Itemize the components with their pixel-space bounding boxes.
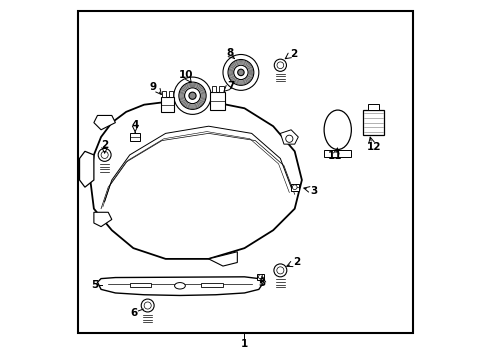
Circle shape: [179, 82, 206, 109]
Circle shape: [184, 88, 200, 104]
Ellipse shape: [324, 110, 351, 149]
Text: 2: 2: [293, 257, 300, 267]
Circle shape: [258, 275, 262, 279]
Text: 7: 7: [227, 81, 234, 91]
Polygon shape: [90, 101, 301, 259]
Bar: [130, 133, 140, 141]
Text: 9: 9: [149, 82, 157, 92]
Circle shape: [274, 59, 286, 71]
Polygon shape: [280, 130, 298, 144]
Circle shape: [276, 62, 283, 69]
Circle shape: [227, 59, 253, 85]
Text: 4: 4: [131, 121, 139, 130]
Bar: [201, 283, 223, 287]
Circle shape: [98, 148, 111, 161]
Text: 8: 8: [226, 48, 233, 58]
Bar: [210, 93, 224, 110]
Bar: [160, 97, 174, 112]
Circle shape: [237, 69, 244, 76]
Ellipse shape: [174, 283, 185, 289]
Polygon shape: [94, 212, 112, 226]
Bar: [367, 104, 378, 111]
Circle shape: [233, 65, 247, 80]
Bar: [168, 91, 173, 97]
Text: 11: 11: [327, 151, 342, 161]
Text: 3: 3: [310, 186, 317, 197]
Circle shape: [223, 54, 258, 90]
Text: 12: 12: [366, 142, 381, 152]
Bar: [211, 86, 216, 93]
Polygon shape: [97, 277, 262, 296]
Text: 1: 1: [241, 339, 247, 349]
Circle shape: [144, 302, 151, 309]
Bar: [219, 86, 223, 93]
Bar: [324, 150, 351, 157]
Polygon shape: [80, 151, 94, 187]
Circle shape: [188, 92, 196, 99]
Circle shape: [273, 264, 286, 277]
Bar: [290, 184, 298, 191]
Text: 2: 2: [290, 49, 297, 59]
Circle shape: [141, 299, 154, 312]
Bar: [129, 283, 151, 287]
Text: 5: 5: [91, 280, 99, 290]
Polygon shape: [94, 116, 115, 130]
Text: 10: 10: [179, 70, 193, 80]
Text: 2: 2: [101, 140, 108, 150]
Text: 3: 3: [258, 278, 265, 288]
Bar: [257, 274, 264, 280]
Bar: [363, 111, 383, 135]
Polygon shape: [208, 252, 237, 266]
Text: 6: 6: [130, 308, 138, 318]
Bar: [162, 91, 166, 97]
Circle shape: [101, 151, 108, 158]
Circle shape: [276, 267, 284, 274]
Circle shape: [174, 77, 211, 114]
Circle shape: [292, 185, 297, 189]
Circle shape: [285, 135, 292, 142]
